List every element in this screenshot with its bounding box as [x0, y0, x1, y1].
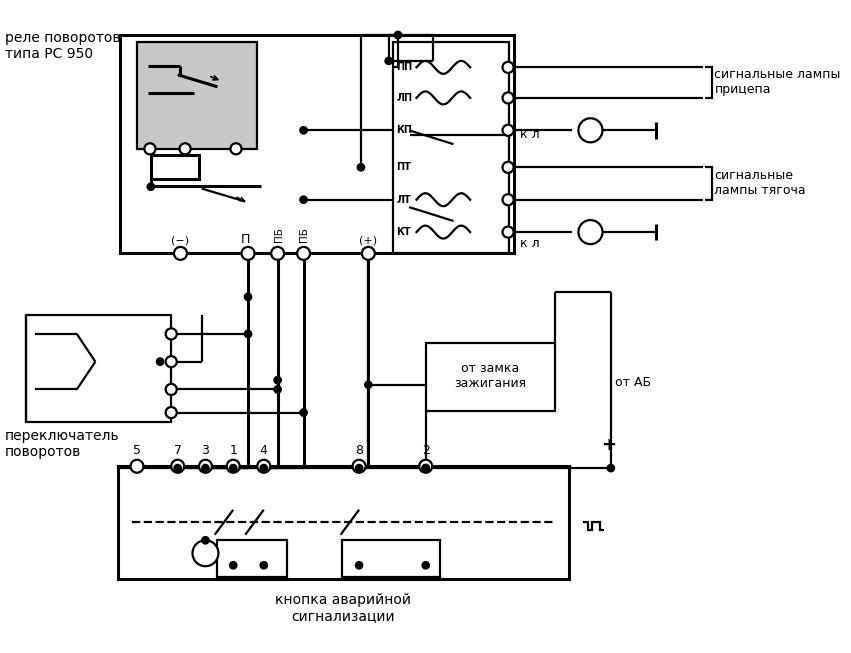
Circle shape [260, 465, 267, 471]
Circle shape [166, 407, 177, 418]
Circle shape [422, 465, 429, 471]
Circle shape [503, 125, 514, 136]
Circle shape [300, 127, 307, 133]
Circle shape [145, 143, 156, 154]
Circle shape [503, 62, 514, 73]
Text: 1: 1 [229, 444, 237, 457]
Bar [31, 326, 105, 411]
Circle shape [503, 162, 514, 173]
Bar [151, 155, 199, 180]
Circle shape [230, 562, 237, 569]
Circle shape [242, 247, 254, 260]
Circle shape [300, 409, 307, 416]
Text: (+): (+) [359, 236, 377, 246]
Circle shape [199, 460, 212, 473]
Circle shape [362, 247, 374, 260]
Text: кнопка аварийной
сигнализации: кнопка аварийной сигнализации [276, 593, 411, 623]
Text: 8: 8 [355, 444, 363, 457]
Text: ПТ: ПТ [396, 163, 411, 172]
Circle shape [579, 220, 603, 244]
Circle shape [257, 460, 271, 473]
Circle shape [171, 460, 184, 473]
Text: П: П [241, 233, 250, 246]
Circle shape [174, 247, 187, 260]
Text: (−): (−) [171, 236, 190, 246]
Text: реле поворотов
типа РС 950: реле поворотов типа РС 950 [4, 31, 120, 61]
Bar [26, 315, 171, 422]
Text: к л: к л [520, 129, 540, 142]
Text: сигнальные лампы
прицепа: сигнальные лампы прицепа [715, 68, 841, 96]
Circle shape [147, 183, 154, 190]
Circle shape [297, 247, 310, 260]
Circle shape [356, 465, 363, 471]
Circle shape [271, 247, 284, 260]
Text: КП: КП [396, 125, 412, 135]
Circle shape [422, 465, 429, 471]
Circle shape [608, 465, 614, 471]
Text: от замка
зажигания: от замка зажигания [454, 362, 527, 390]
Text: ЛТ: ЛТ [396, 195, 411, 204]
Circle shape [260, 562, 267, 569]
Text: +: + [602, 436, 616, 454]
Circle shape [245, 330, 251, 337]
Circle shape [422, 562, 429, 569]
Circle shape [579, 118, 603, 142]
Circle shape [395, 32, 401, 39]
Text: 2: 2 [422, 444, 430, 457]
Circle shape [180, 143, 191, 154]
Text: ПБ: ПБ [273, 227, 283, 242]
Circle shape [231, 143, 242, 154]
Text: КТ: КТ [396, 227, 411, 237]
Circle shape [503, 194, 514, 205]
Text: ПП: ПП [396, 62, 413, 72]
Text: ПБ: ПБ [300, 227, 310, 242]
Circle shape [245, 294, 251, 300]
Circle shape [166, 356, 177, 367]
Text: от АБ: от АБ [615, 376, 652, 389]
Text: 5: 5 [133, 444, 141, 457]
Bar [393, 42, 509, 253]
Circle shape [130, 460, 144, 473]
Text: переключатель
поворотов: переключатель поворотов [4, 429, 119, 460]
Bar [118, 466, 569, 579]
Bar [342, 540, 440, 577]
Circle shape [174, 465, 181, 471]
Circle shape [300, 197, 307, 203]
Circle shape [356, 562, 363, 569]
Circle shape [352, 460, 366, 473]
Text: сигнальные
лампы тягоча: сигнальные лампы тягоча [715, 169, 806, 197]
Text: к л: к л [520, 236, 540, 249]
Circle shape [226, 460, 240, 473]
Circle shape [166, 384, 177, 395]
Circle shape [192, 540, 219, 566]
Circle shape [386, 57, 392, 64]
Text: 3: 3 [202, 444, 209, 457]
Bar [120, 35, 514, 253]
Circle shape [274, 377, 281, 383]
Circle shape [503, 92, 514, 103]
Circle shape [365, 381, 372, 388]
Circle shape [203, 537, 208, 543]
Bar [218, 540, 287, 577]
Circle shape [274, 386, 281, 392]
Circle shape [166, 328, 177, 340]
Circle shape [503, 227, 514, 238]
Circle shape [230, 465, 237, 471]
Circle shape [157, 358, 163, 365]
Bar [426, 343, 556, 411]
Circle shape [420, 460, 432, 473]
Text: 7: 7 [174, 444, 182, 457]
Text: 4: 4 [260, 444, 268, 457]
Circle shape [357, 164, 364, 170]
Bar [137, 42, 257, 149]
Text: ЛП: ЛП [396, 93, 412, 103]
Circle shape [203, 465, 208, 471]
